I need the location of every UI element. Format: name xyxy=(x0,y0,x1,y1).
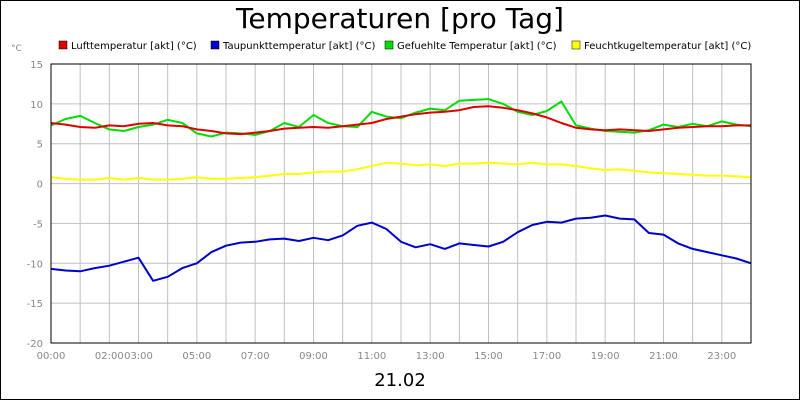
series-line-0 xyxy=(50,105,751,136)
x-tick-label: 05:00 xyxy=(182,351,211,362)
legend-swatch xyxy=(384,40,394,50)
x-tick-label: 09:00 xyxy=(299,351,328,362)
x-tick-label: 21:00 xyxy=(649,351,678,362)
y-tick-label: 0 xyxy=(37,180,43,191)
series-group xyxy=(50,98,752,282)
chart-title: Temperaturen [pro Tag] xyxy=(235,2,564,35)
x-axis-ticks: 00:00 02:00 03:00 05:00 07:00 09:00 11:00 13:00… xyxy=(37,351,737,362)
legend-label: Taupunkttemperatur [akt] (°C) xyxy=(222,41,375,52)
legend-swatch xyxy=(58,40,68,50)
y-tick-label: 5 xyxy=(37,140,43,151)
y-tick-label: -20 xyxy=(27,339,43,350)
legend-label: Feuchtkugeltemperatur [akt] (°C) xyxy=(584,41,751,52)
y-tick-label: 15 xyxy=(30,60,43,71)
x-tick-label: 07:00 xyxy=(241,351,270,362)
x-tick-label: 00:00 xyxy=(37,351,66,362)
x-tick-label: 17:00 xyxy=(532,351,561,362)
x-tick-label: 19:00 xyxy=(591,351,620,362)
grid xyxy=(51,64,751,343)
x-tick-label: 15:00 xyxy=(474,351,503,362)
legend-label: Lufttemperatur [akt] (°C) xyxy=(71,41,197,52)
x-tick-label: 03:00 xyxy=(124,351,153,362)
legend: Lufttemperatur [akt] (°C) Taupunkttempera… xyxy=(58,40,751,52)
x-tick-label: 13:00 xyxy=(416,351,445,362)
legend-swatch xyxy=(210,40,220,50)
x-tick-label: 23:00 xyxy=(707,351,736,362)
date-label: 21.02 xyxy=(374,370,426,391)
legend-label: Gefuehlte Temperatur [akt] (°C) xyxy=(397,41,557,52)
y-tick-label: -10 xyxy=(27,259,43,270)
series-line-1 xyxy=(50,214,752,282)
y-tick-label: -5 xyxy=(33,219,43,230)
x-tick-label: 02:00 xyxy=(95,351,124,362)
series-line-2 xyxy=(50,98,752,138)
y-axis-unit: °C xyxy=(11,44,22,54)
series-line-3 xyxy=(50,161,752,181)
y-tick-label: -15 xyxy=(27,299,43,310)
plot-border xyxy=(50,63,752,344)
y-tick-label: 10 xyxy=(30,100,43,111)
x-tick-label: 11:00 xyxy=(357,351,386,362)
y-axis-ticks: 15 10 5 0 -5 -10 -15 -20 xyxy=(27,60,43,350)
legend-swatch xyxy=(571,40,581,50)
